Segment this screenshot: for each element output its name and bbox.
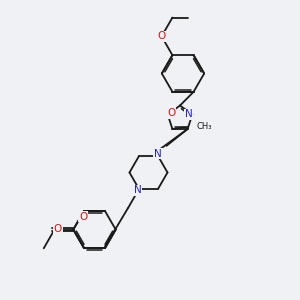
- Text: N: N: [154, 148, 162, 159]
- Text: N: N: [134, 185, 141, 196]
- Text: O: O: [53, 224, 62, 235]
- Text: O: O: [79, 212, 87, 222]
- Text: O: O: [158, 32, 166, 41]
- Text: O: O: [167, 108, 176, 118]
- Text: N: N: [185, 110, 193, 119]
- Text: CH₃: CH₃: [196, 122, 212, 131]
